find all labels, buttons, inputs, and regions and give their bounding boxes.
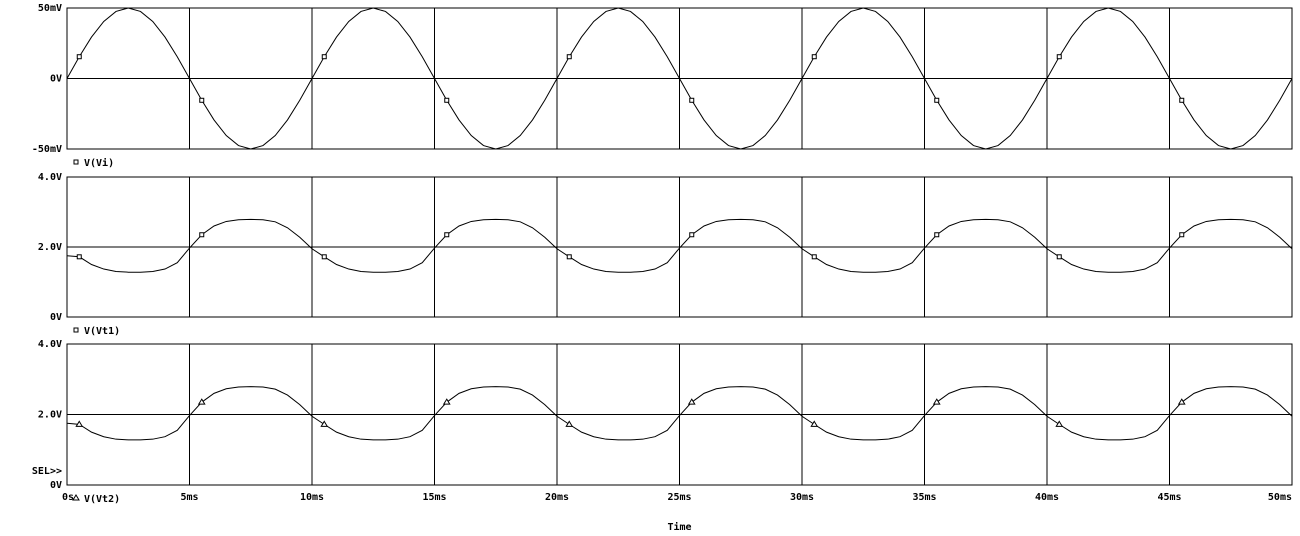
y-tick-label: 2.0V: [38, 410, 62, 421]
point-marker: [689, 232, 695, 238]
x-tick-label: 25ms: [667, 492, 691, 503]
point-marker: [934, 232, 940, 238]
point-marker: [444, 97, 450, 103]
point-marker: [76, 54, 82, 60]
y-tick-label: 2.0V: [38, 242, 62, 253]
point-marker: [442, 398, 451, 405]
point-marker: [76, 254, 82, 260]
series-line: [66, 218, 1293, 273]
point-marker: [687, 398, 696, 405]
x-tick-label: 35ms: [912, 492, 936, 503]
x-axis-title: Time: [667, 521, 691, 533]
point-marker: [321, 254, 327, 260]
point-marker: [811, 54, 817, 60]
y-tick-label: 4.0V: [38, 339, 62, 350]
point-marker: [1179, 232, 1185, 238]
x-tick-label: 10ms: [300, 492, 324, 503]
y-tick-label: 4.0V: [38, 172, 62, 183]
y-tick-label: -50mV: [32, 144, 62, 155]
legend-label: V(Vt1): [84, 326, 120, 337]
x-tick-label: 30ms: [790, 492, 814, 503]
y-tick-label: 50mV: [38, 3, 62, 14]
legend-symbol: [73, 159, 79, 165]
point-marker: [689, 97, 695, 103]
point-marker: [75, 420, 84, 427]
x-tick-label: 15ms: [422, 492, 446, 503]
selection-marker: SEL>>: [32, 466, 62, 477]
point-marker: [320, 420, 329, 427]
point-marker: [197, 398, 206, 405]
point-marker: [1177, 398, 1186, 405]
point-marker: [1056, 254, 1062, 260]
point-marker: [199, 232, 205, 238]
point-marker: [810, 420, 819, 427]
point-marker: [321, 54, 327, 60]
x-tick-label: 45ms: [1157, 492, 1181, 503]
y-tick-label: 0V: [50, 74, 62, 85]
series-line: [66, 7, 1293, 150]
point-marker: [444, 232, 450, 238]
x-tick-label: 40ms: [1035, 492, 1059, 503]
point-marker: [932, 398, 941, 405]
point-marker: [1056, 54, 1062, 60]
point-marker: [199, 97, 205, 103]
point-marker: [934, 97, 940, 103]
point-marker: [811, 254, 817, 260]
series-line: [66, 386, 1293, 441]
point-marker: [566, 54, 572, 60]
legend-symbol: [72, 494, 80, 501]
legend-label: V(Vi): [84, 157, 114, 169]
point-marker: [565, 420, 574, 427]
x-tick-label: 0s: [62, 492, 74, 503]
x-tick-label: 20ms: [545, 492, 569, 503]
point-marker: [1055, 420, 1064, 427]
point-marker: [566, 254, 572, 260]
x-tick-label: 5ms: [180, 492, 198, 503]
legend-label: V(Vt2): [84, 494, 120, 505]
point-marker: [1179, 97, 1185, 103]
legend-symbol: [73, 327, 79, 333]
y-tick-label: 0V: [50, 480, 62, 491]
y-tick-label: 0V: [50, 312, 62, 323]
x-tick-label: 50ms: [1268, 492, 1292, 503]
